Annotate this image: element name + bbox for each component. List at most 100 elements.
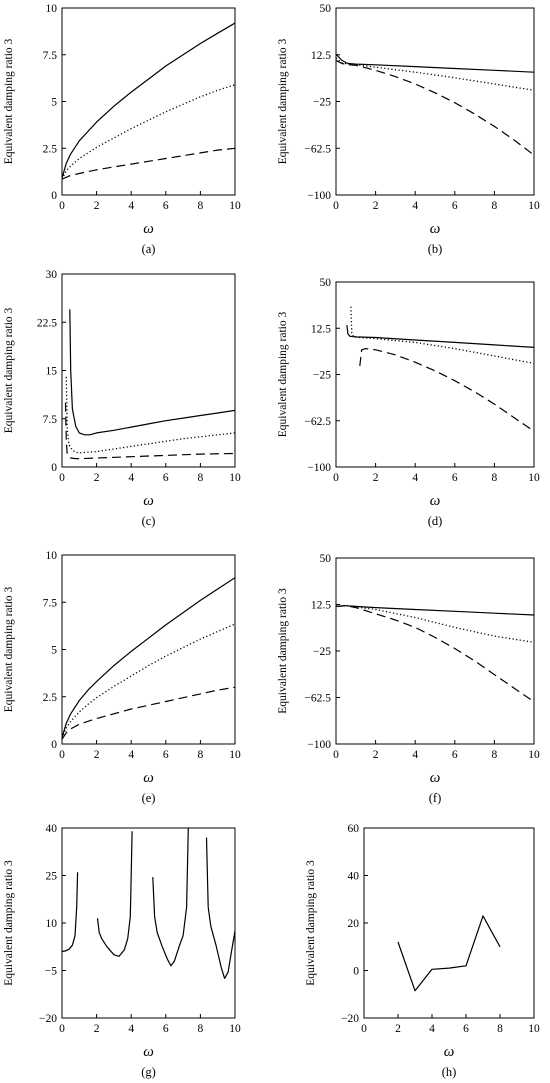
x-tick-label: 10 [528, 200, 540, 212]
x-tick-label: 2 [373, 472, 379, 484]
y-tick-label: −20 [341, 1013, 359, 1025]
y-axis-label: Equivalent damping ratio 3 [3, 307, 15, 433]
plot-frame [61, 273, 236, 468]
plot-frame [61, 554, 236, 745]
y-tick-label: 12.5 [311, 600, 331, 612]
x-tick-label: 0 [333, 472, 339, 484]
y-tick-label: 0 [51, 462, 57, 474]
x-tick-label: 0 [361, 1023, 367, 1035]
series-line-dotted [336, 57, 534, 91]
series-line-solid [69, 309, 235, 436]
series-line-dashed [359, 348, 534, 432]
x-tick-label: 6 [163, 200, 169, 212]
x-tick-label: 8 [492, 749, 498, 761]
series-line-solid [397, 915, 501, 992]
x-tick-label: 4 [128, 200, 134, 212]
x-axis-label: ω [143, 221, 154, 237]
x-tick-label: 4 [128, 749, 134, 761]
x-tick-label: 10 [528, 749, 540, 761]
y-tick-label: 7.5 [43, 414, 58, 426]
chart-g: 0 2 4 6 8 10 −20 −5 10 25 40 Equivalent damping rat… [3, 823, 241, 1079]
series-line-dotted [65, 376, 235, 454]
panel-caption: (a) [142, 242, 156, 256]
series-line-solid [346, 325, 534, 348]
x-tick-label: 0 [59, 472, 65, 484]
y-tick-label: −25 [313, 370, 331, 382]
chart-b: 0 2 4 6 8 10 −100 −62.5 −25 12.5 50 Equivalent damp… [277, 3, 540, 256]
y-tick-label: −25 [313, 646, 331, 658]
x-tick-label: 8 [198, 749, 204, 761]
y-tick-label: 0 [51, 190, 57, 202]
x-tick-label: 2 [94, 200, 100, 212]
y-tick-label: 2.5 [43, 143, 58, 155]
panel-caption: (d) [428, 514, 443, 528]
y-tick-label: 0 [51, 739, 57, 751]
y-tick-label: 60 [348, 823, 360, 835]
panel-caption: (f) [429, 791, 442, 805]
chart-d: 0 2 4 6 8 10 −100 −62.5 −25 12.5 50 Equivalent damp… [277, 277, 540, 528]
x-tick-label: 6 [163, 1023, 169, 1035]
x-tick-label: 10 [229, 200, 241, 212]
x-tick-label: 6 [463, 1023, 469, 1035]
x-tick-label: 2 [373, 200, 379, 212]
plot-frame [335, 281, 535, 468]
series-line-solid [152, 828, 189, 967]
series-line-dotted [336, 605, 534, 643]
y-tick-label: 12.5 [311, 50, 331, 62]
y-tick-label: 10 [46, 3, 58, 15]
x-tick-label: 10 [229, 1023, 241, 1035]
panel-caption: (g) [141, 1065, 156, 1079]
y-tick-label: −25 [313, 97, 331, 109]
panel-caption: (e) [142, 791, 156, 805]
y-tick-label: 22.5 [37, 317, 57, 329]
y-axis-label: Equivalent damping ratio 3 [277, 311, 289, 437]
y-axis-label: Equivalent damping ratio 3 [277, 588, 289, 714]
y-tick-label: 50 [320, 3, 332, 15]
series-line-solid [62, 872, 79, 953]
chart-c: 0 2 4 6 8 10 0 7.5 15 22.5 30 Equivalent damping ra… [3, 269, 241, 528]
y-tick-label: 7.5 [43, 50, 58, 62]
y-axis-label: Equivalent damping ratio 3 [277, 38, 289, 164]
y-axis-label: Equivalent damping ratio 3 [3, 38, 15, 164]
chart-e: 0 2 4 6 8 10 0 2.5 5 7.5 10 Equivalent damping rati… [3, 550, 241, 805]
x-tick-label: 4 [128, 472, 134, 484]
y-tick-label: 15 [46, 366, 58, 378]
y-tick-label: 10 [46, 550, 58, 562]
x-tick-label: 8 [492, 200, 498, 212]
x-tick-label: 0 [59, 749, 65, 761]
series-line-dashed [64, 402, 235, 460]
x-tick-label: 8 [497, 1023, 503, 1035]
y-tick-label: 25 [46, 871, 58, 883]
x-tick-label: 10 [528, 1023, 540, 1035]
x-axis-label: ω [430, 493, 441, 509]
x-tick-label: 4 [412, 200, 418, 212]
y-tick-label: −100 [307, 739, 331, 751]
series-line-dashed [62, 147, 235, 180]
series-line-dashed [336, 605, 534, 703]
series-line-solid [205, 837, 235, 980]
plot-frame [335, 7, 535, 196]
x-axis-label: ω [143, 770, 154, 786]
x-tick-label: 4 [429, 1023, 435, 1035]
x-tick-label: 2 [373, 749, 379, 761]
y-tick-label: 30 [46, 269, 58, 281]
x-tick-label: 2 [94, 472, 100, 484]
plot-frame [335, 557, 535, 745]
x-tick-label: 8 [198, 1023, 204, 1035]
y-tick-label: 5 [51, 645, 57, 657]
x-tick-label: 6 [163, 749, 169, 761]
plot-frame [363, 827, 535, 1019]
y-axis-label: Equivalent damping ratio 3 [3, 860, 15, 986]
x-tick-label: 0 [333, 200, 339, 212]
x-tick-label: 6 [163, 472, 169, 484]
y-tick-label: −5 [45, 966, 57, 978]
x-axis-label: ω [430, 770, 441, 786]
y-tick-label: 2.5 [43, 692, 58, 704]
x-tick-label: 2 [395, 1023, 401, 1035]
y-tick-label: 20 [348, 918, 360, 930]
x-tick-label: 0 [59, 200, 65, 212]
x-tick-label: 2 [94, 1023, 100, 1035]
y-tick-label: 10 [46, 918, 58, 930]
y-tick-label: 40 [46, 823, 58, 835]
y-tick-label: 12.5 [311, 323, 331, 335]
